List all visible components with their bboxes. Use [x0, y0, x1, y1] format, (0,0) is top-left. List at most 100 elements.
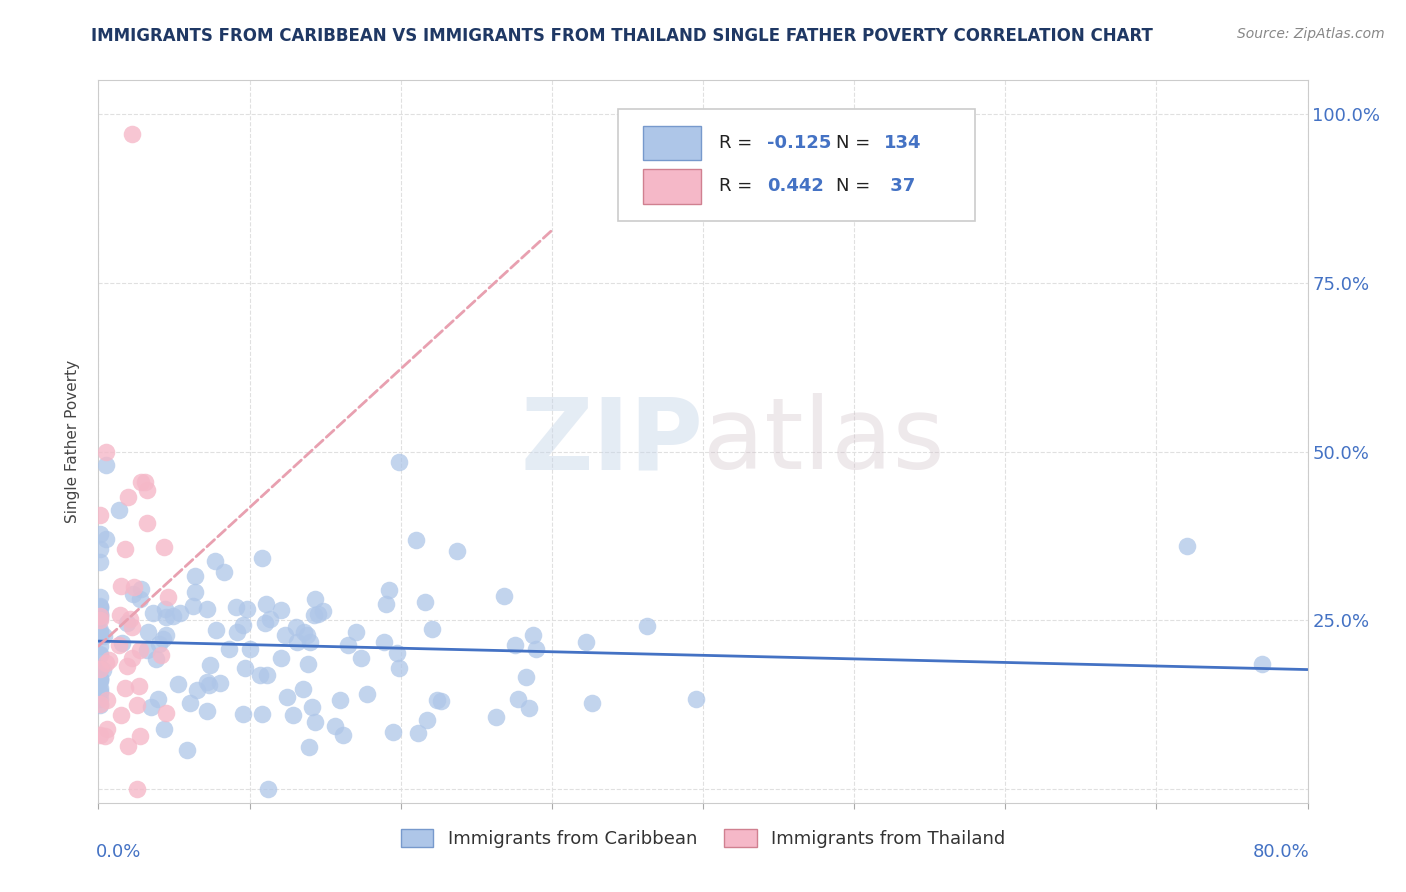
Point	[124, 580, 146, 594]
Point	[336, 638, 359, 652]
Point	[505, 639, 527, 653]
Point	[110, 707, 132, 722]
Point	[329, 693, 352, 707]
Point	[276, 690, 298, 704]
Point	[515, 670, 537, 684]
Point	[524, 642, 547, 657]
Point	[89, 685, 111, 699]
Point	[155, 706, 177, 721]
Point	[374, 597, 396, 611]
Point	[89, 555, 111, 569]
Point	[239, 641, 262, 656]
Point	[98, 653, 121, 667]
Point	[415, 713, 437, 727]
Point	[115, 659, 138, 673]
Point	[91, 663, 114, 677]
Point	[89, 698, 111, 712]
Point	[356, 687, 378, 701]
Point	[152, 632, 174, 647]
Point	[295, 628, 318, 642]
Point	[225, 625, 247, 640]
Text: N =: N =	[837, 178, 876, 195]
Point	[581, 696, 603, 710]
Point	[214, 565, 236, 579]
Point	[89, 613, 111, 627]
Point	[298, 635, 321, 649]
Text: N =: N =	[837, 134, 876, 153]
Point	[636, 619, 658, 633]
Point	[111, 636, 134, 650]
Point	[250, 550, 273, 565]
Point	[197, 678, 219, 692]
Point	[89, 527, 111, 541]
Point	[236, 602, 259, 616]
Point	[135, 643, 157, 657]
Point	[89, 728, 111, 742]
Point	[148, 692, 170, 706]
Point	[117, 491, 139, 505]
Point	[153, 540, 176, 554]
Point	[115, 615, 138, 630]
FancyBboxPatch shape	[619, 109, 976, 221]
Point	[198, 658, 221, 673]
Point	[142, 606, 165, 620]
Legend: Immigrants from Caribbean, Immigrants from Thailand: Immigrants from Caribbean, Immigrants fr…	[394, 822, 1012, 855]
Point	[89, 629, 111, 643]
Point	[1175, 539, 1198, 553]
Point	[117, 739, 139, 753]
Point	[249, 668, 271, 682]
Point	[89, 671, 111, 685]
Point	[89, 662, 111, 676]
Point	[382, 725, 405, 739]
Text: R =: R =	[718, 134, 758, 153]
Point	[149, 648, 172, 662]
Point	[121, 128, 143, 142]
Point	[274, 628, 297, 642]
Point	[285, 634, 308, 648]
Point	[89, 599, 111, 613]
Point	[94, 533, 117, 547]
Point	[121, 587, 143, 601]
Point	[155, 628, 177, 642]
FancyBboxPatch shape	[643, 169, 700, 204]
Point	[285, 620, 308, 634]
Point	[89, 611, 111, 625]
Point	[225, 599, 247, 614]
Point	[183, 599, 205, 613]
Point	[121, 651, 143, 665]
Point	[413, 595, 436, 609]
Point	[256, 782, 278, 797]
Point	[110, 579, 132, 593]
Point	[89, 647, 111, 661]
Point	[283, 707, 305, 722]
Point	[492, 589, 515, 603]
Point	[304, 591, 326, 606]
Point	[184, 569, 207, 583]
Point	[89, 640, 111, 654]
Point	[89, 673, 111, 687]
Point	[176, 743, 198, 757]
Point	[139, 700, 162, 714]
Point	[270, 650, 292, 665]
Point	[574, 635, 596, 649]
Text: atlas: atlas	[703, 393, 945, 490]
Point	[298, 739, 321, 754]
Point	[89, 681, 111, 696]
Point	[408, 726, 430, 740]
Point	[517, 700, 540, 714]
Point	[89, 600, 111, 615]
Point	[385, 646, 408, 660]
Point	[250, 706, 273, 721]
Text: 134: 134	[884, 134, 922, 153]
Point	[96, 722, 118, 736]
Point	[254, 615, 277, 630]
Text: 0.0%: 0.0%	[96, 843, 142, 861]
Point	[94, 656, 117, 670]
Point	[129, 475, 152, 490]
Point	[136, 483, 159, 498]
Point	[129, 591, 152, 606]
Point	[89, 692, 111, 706]
Point	[136, 516, 159, 530]
Text: -0.125: -0.125	[768, 134, 831, 153]
Point	[301, 699, 323, 714]
